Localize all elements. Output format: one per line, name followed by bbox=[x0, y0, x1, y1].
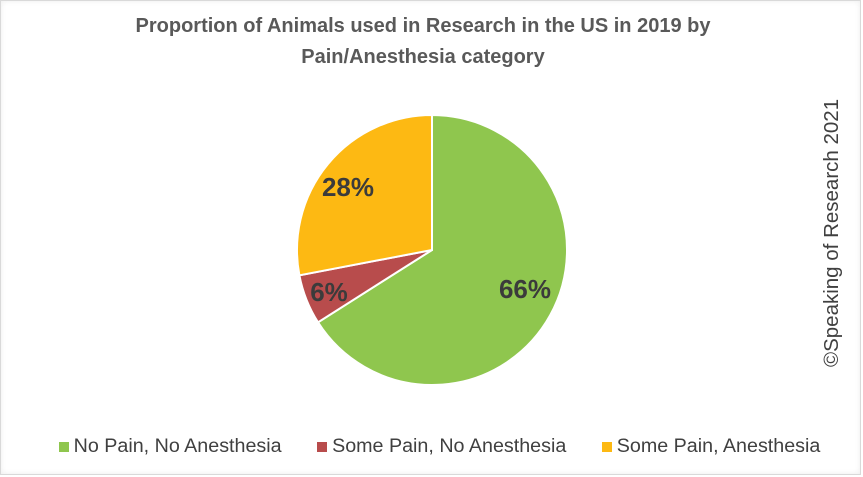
svg-text:66%: 66% bbox=[499, 274, 551, 304]
svg-text:28%: 28% bbox=[322, 172, 374, 202]
svg-text:6%: 6% bbox=[310, 277, 348, 307]
